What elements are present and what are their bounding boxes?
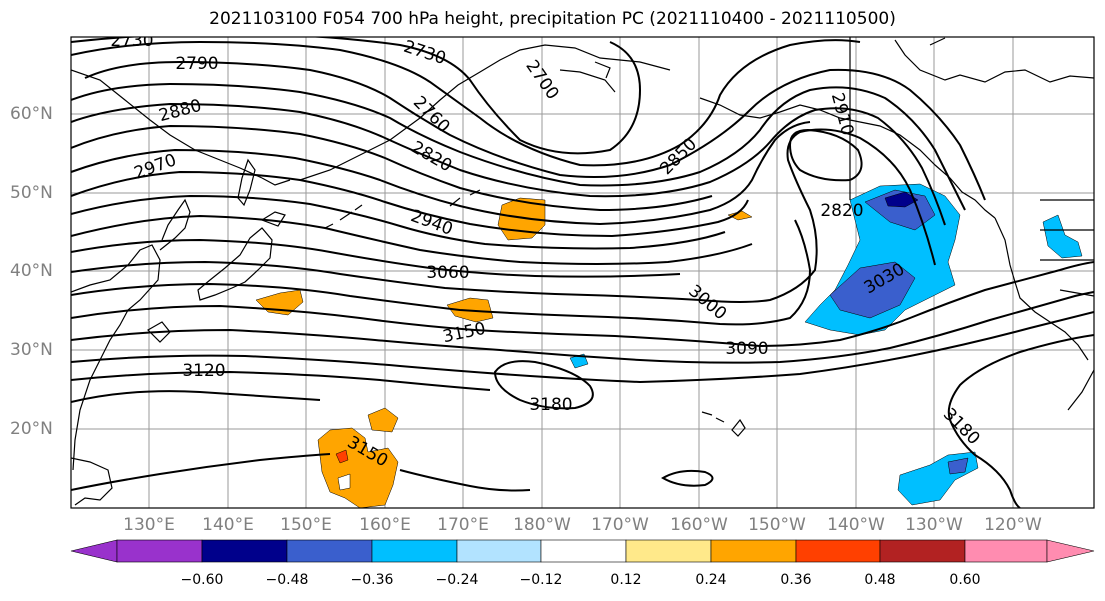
colorbar-tick: 0.48 <box>864 572 896 588</box>
lon-label: 180°W <box>513 515 571 535</box>
colorbar-bin <box>964 539 1048 563</box>
contour-label: 2790 <box>175 54 218 74</box>
lat-label: 30°N <box>10 340 53 360</box>
contour-label: 3000 <box>684 281 730 324</box>
colorbar-extend-low <box>70 539 118 563</box>
colorbar-bin <box>710 539 797 563</box>
lon-label: 130°W <box>905 515 963 535</box>
colorbar-bin <box>286 539 373 563</box>
colorbar-bin <box>540 539 627 563</box>
contour-label: 2820 <box>820 201 863 221</box>
colorbar-bin <box>795 539 881 563</box>
colorbar-bin <box>116 539 203 563</box>
contour-label: 2730 <box>110 31 153 51</box>
precip-positive-south-small <box>367 407 399 433</box>
height-contours <box>71 37 1094 508</box>
colorbar-tick: 0.36 <box>780 572 812 588</box>
lat-label: 50°N <box>10 183 53 203</box>
precip-mid-offshore <box>829 261 916 319</box>
colorbar-tick: 0.12 <box>610 572 642 588</box>
colorbar-tick: 0.24 <box>695 572 727 588</box>
precip-positive-small-east <box>727 210 753 221</box>
precip-mid-southeast <box>947 457 969 475</box>
contour-label: 3150 <box>441 319 487 348</box>
lat-label: 40°N <box>10 261 53 281</box>
lon-label: 160°E <box>359 515 411 535</box>
colorbar-bin <box>456 539 542 563</box>
colorbar-extend-high <box>1046 539 1095 563</box>
contour-label: 3060 <box>426 263 469 283</box>
colorbar-bin <box>371 539 458 563</box>
lon-label: 130°E <box>123 515 175 535</box>
colorbar-bin <box>879 539 966 563</box>
lon-label: 120°W <box>984 515 1042 535</box>
precip-strong-gulf-alaska <box>884 191 919 208</box>
chart-title: 2021103100 F054 700 hPa height, precipit… <box>209 9 896 29</box>
contour-label: 3180 <box>529 395 572 415</box>
lon-label: 150°E <box>280 515 332 535</box>
colorbar <box>70 539 1095 563</box>
colorbar-bin <box>201 539 288 563</box>
precip-strong-south <box>335 449 349 464</box>
contour-label: 2850 <box>656 134 701 179</box>
colorbar-tick: −0.60 <box>180 572 224 588</box>
lon-label: 140°E <box>202 515 254 535</box>
lat-label: 60°N <box>10 104 53 124</box>
precip-positive-south <box>317 427 399 508</box>
contour-label: 3090 <box>725 339 768 359</box>
contour-label: 3180 <box>939 404 984 449</box>
colorbar-tick: 0.60 <box>949 572 981 588</box>
contour-labels: 2730 2790 2730 2700 2880 2760 2820 2970 … <box>110 31 984 471</box>
precip-hole-south <box>337 473 351 491</box>
colorbar-tick: −0.48 <box>265 572 309 588</box>
map-frame <box>70 36 1095 509</box>
contour-label: 2880 <box>157 96 204 127</box>
lon-label: 170°E <box>437 515 489 535</box>
colorbar-tick: −0.24 <box>435 572 479 588</box>
lon-label: 160°W <box>670 515 728 535</box>
contour-label: 2730 <box>401 37 448 69</box>
lon-label: 150°W <box>748 515 806 535</box>
lat-label: 20°N <box>10 419 53 439</box>
lon-label: 170°W <box>591 515 649 535</box>
colorbar-tick: −0.12 <box>519 572 563 588</box>
precip-shading <box>255 183 1083 508</box>
contour-label: 3120 <box>182 361 225 381</box>
colorbar-tick: −0.36 <box>350 572 394 588</box>
lon-label: 140°W <box>827 515 885 535</box>
precip-negative-california <box>1042 214 1083 259</box>
contour-label: 2700 <box>521 57 562 104</box>
colorbar-bin <box>625 539 712 563</box>
